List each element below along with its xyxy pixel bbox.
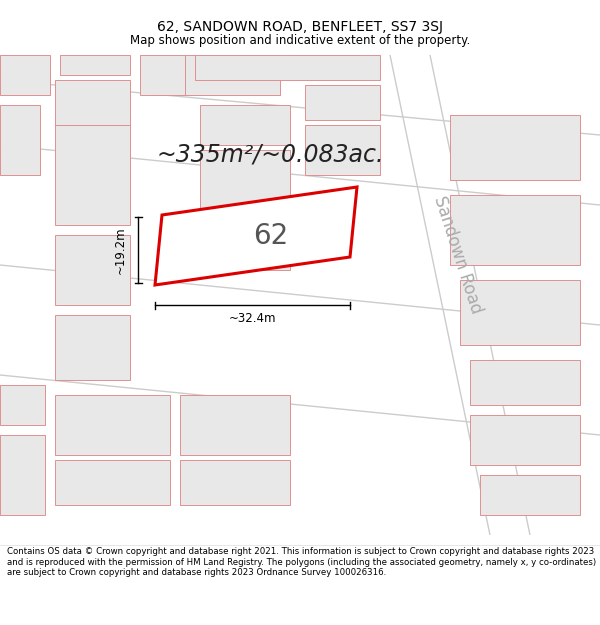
Polygon shape xyxy=(185,55,280,95)
Polygon shape xyxy=(55,460,170,505)
Polygon shape xyxy=(200,105,290,145)
Polygon shape xyxy=(195,55,380,80)
Text: Map shows position and indicative extent of the property.: Map shows position and indicative extent… xyxy=(130,34,470,47)
Polygon shape xyxy=(55,115,130,225)
Polygon shape xyxy=(200,150,290,215)
Polygon shape xyxy=(155,187,357,285)
Polygon shape xyxy=(470,360,580,405)
Text: ~19.2m: ~19.2m xyxy=(113,226,127,274)
Polygon shape xyxy=(450,115,580,180)
Polygon shape xyxy=(0,105,40,175)
Text: Contains OS data © Crown copyright and database right 2021. This information is : Contains OS data © Crown copyright and d… xyxy=(7,548,596,578)
Polygon shape xyxy=(0,55,50,95)
Polygon shape xyxy=(0,385,45,425)
Polygon shape xyxy=(60,55,130,75)
Polygon shape xyxy=(0,435,45,515)
Polygon shape xyxy=(305,125,380,175)
Text: 62, SANDOWN ROAD, BENFLEET, SS7 3SJ: 62, SANDOWN ROAD, BENFLEET, SS7 3SJ xyxy=(157,20,443,34)
Polygon shape xyxy=(55,235,130,305)
Polygon shape xyxy=(460,280,580,345)
Polygon shape xyxy=(200,220,290,270)
Polygon shape xyxy=(305,85,380,120)
Polygon shape xyxy=(450,195,580,265)
Polygon shape xyxy=(180,395,290,455)
Polygon shape xyxy=(140,55,185,95)
Polygon shape xyxy=(480,475,580,515)
Text: ~335m²/~0.083ac.: ~335m²/~0.083ac. xyxy=(156,143,384,167)
Polygon shape xyxy=(290,55,360,80)
Polygon shape xyxy=(55,315,130,380)
Text: 62: 62 xyxy=(253,222,289,250)
Polygon shape xyxy=(55,395,170,455)
Text: Sandown Road: Sandown Road xyxy=(430,194,485,316)
Polygon shape xyxy=(55,80,130,125)
Text: ~32.4m: ~32.4m xyxy=(229,312,276,326)
Polygon shape xyxy=(180,460,290,505)
Polygon shape xyxy=(470,415,580,465)
